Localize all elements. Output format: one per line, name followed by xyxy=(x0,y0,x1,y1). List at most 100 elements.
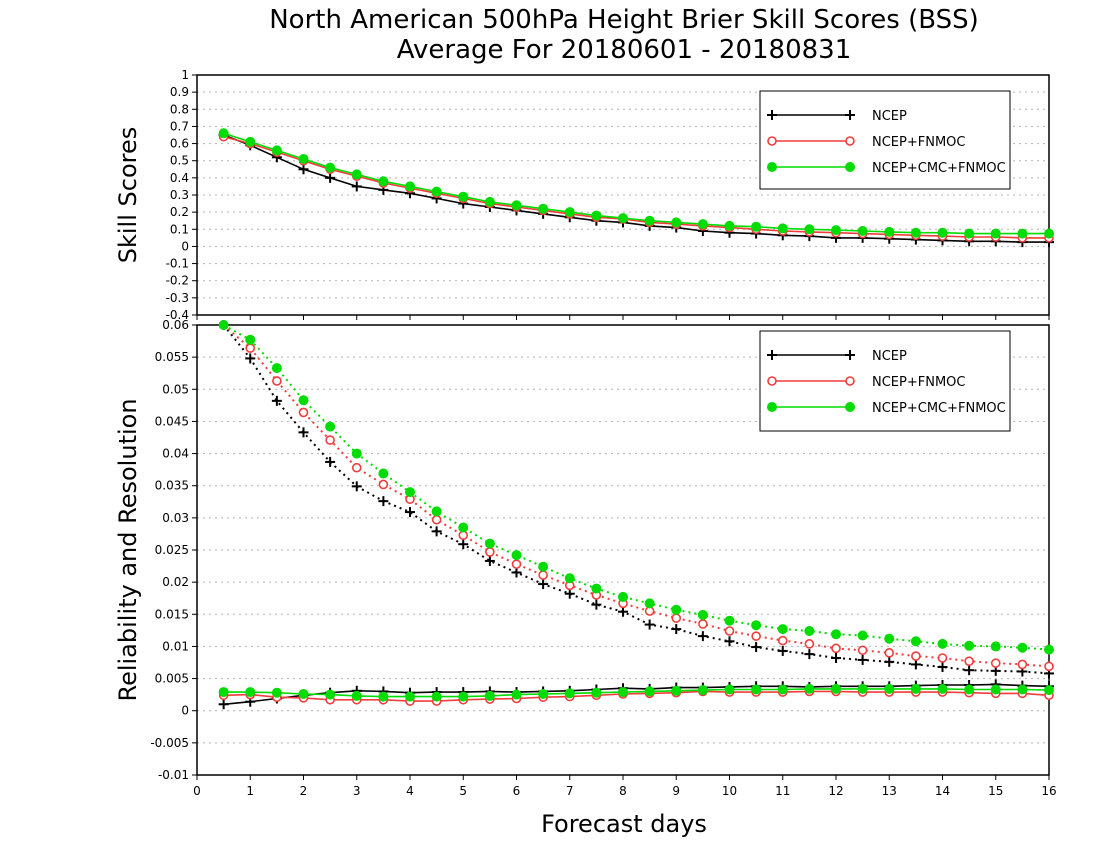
data-point-28 xyxy=(964,656,974,667)
data-point-3 xyxy=(298,427,309,438)
legend-label: NCEP+FNMOC xyxy=(872,375,965,390)
data-point-10 xyxy=(484,555,495,566)
y-tick-label-9: 0.035 xyxy=(155,479,189,493)
data-point-14 xyxy=(591,210,602,221)
data-point-5 xyxy=(351,690,362,701)
y-tick-label-13: 0.055 xyxy=(155,350,189,364)
data-point-9 xyxy=(458,522,469,533)
x-tick-label-6: 6 xyxy=(513,784,521,798)
legend-marker-right xyxy=(845,402,855,412)
y-tick-label-10: 0.04 xyxy=(162,447,189,461)
legend-marker-right xyxy=(845,350,855,360)
chart-title-line2: Average For 20180601 - 20180831 xyxy=(397,35,852,65)
data-point-31 xyxy=(1044,661,1054,672)
data-point-18 xyxy=(697,631,708,642)
data-point-0 xyxy=(218,128,229,139)
data-point-1 xyxy=(245,353,256,364)
data-point-20 xyxy=(751,684,762,695)
data-point-28 xyxy=(964,640,975,651)
data-point-23 xyxy=(831,643,841,654)
data-point-24 xyxy=(857,645,868,656)
data-point-22 xyxy=(804,649,815,660)
data-point-6 xyxy=(378,496,389,507)
data-point-30 xyxy=(1017,228,1028,239)
legend-marker-left xyxy=(767,110,777,120)
data-point-10 xyxy=(485,547,495,557)
y-tick-label-6: 0.2 xyxy=(170,205,189,219)
data-point-16 xyxy=(644,598,655,609)
y-tick-label-5: 0.1 xyxy=(170,222,189,236)
y-tick-label-8: 0.4 xyxy=(170,171,189,185)
data-point-24 xyxy=(857,226,868,236)
data-point-31 xyxy=(1044,644,1054,655)
data-point-11 xyxy=(511,567,522,578)
data-point-8 xyxy=(431,514,442,525)
data-point-30 xyxy=(1017,642,1028,653)
data-point-7 xyxy=(405,691,415,702)
x-tick-label-12: 12 xyxy=(828,784,843,798)
y-tick-label-0: -0.4 xyxy=(166,308,189,322)
data-point-24 xyxy=(857,654,868,665)
legend-label: NCEP+CMC+FNMOC xyxy=(872,161,1006,176)
data-point-18 xyxy=(697,609,708,620)
y-tick-label-3: -0.1 xyxy=(166,257,189,271)
data-point-27 xyxy=(937,653,948,663)
legend-entry-1: NCEP+FNMOC xyxy=(767,135,965,150)
data-point-19 xyxy=(724,684,735,695)
data-point-2 xyxy=(272,376,282,386)
data-point-3 xyxy=(298,689,309,699)
data-point-8 xyxy=(431,186,442,197)
x-tick-label-5: 5 xyxy=(459,784,467,798)
data-point-20 xyxy=(751,620,762,631)
skill-score-panel: -0.4 -0.3 -0.2 -0.1 0 0.1 0.2 0.3 0.4 0.5 0.6 0.7 0.… xyxy=(114,68,1054,322)
y-tick-label-9: 0.5 xyxy=(170,154,189,168)
series-line xyxy=(223,324,1050,651)
legend-label: NCEP xyxy=(872,349,907,364)
data-point-4 xyxy=(325,172,336,183)
data-point-21 xyxy=(777,684,788,695)
legend-marker-right xyxy=(845,162,855,172)
data-point-2 xyxy=(271,687,282,698)
data-point-13 xyxy=(564,688,575,699)
data-point-4 xyxy=(325,689,336,700)
legend-label: NCEP xyxy=(872,109,907,124)
data-point-16 xyxy=(644,619,655,630)
data-point-23 xyxy=(831,653,841,663)
data-point-8 xyxy=(431,506,442,517)
data-point-21 xyxy=(777,223,788,234)
data-point-9 xyxy=(458,691,469,702)
data-point-11 xyxy=(511,550,522,561)
data-point-4 xyxy=(325,162,336,173)
legend-label: NCEP+FNMOC xyxy=(872,135,965,150)
data-point-22 xyxy=(804,626,815,636)
plot-frame xyxy=(196,74,1050,316)
y-tick-label-14: 0.06 xyxy=(162,318,189,332)
data-point-21 xyxy=(777,635,788,646)
data-point-26 xyxy=(910,683,921,694)
y-tick-label-4: 0.01 xyxy=(162,639,189,653)
data-point-17 xyxy=(671,613,682,623)
data-point-27 xyxy=(937,662,948,672)
y-tick-label-0: -0.01 xyxy=(158,768,189,782)
data-point-23 xyxy=(831,629,841,640)
data-point-12 xyxy=(538,689,549,699)
data-point-5 xyxy=(351,481,362,492)
x-tick-label-8: 8 xyxy=(619,784,627,798)
data-point-10 xyxy=(484,538,495,549)
data-point-6 xyxy=(378,176,389,187)
legend-marker-right xyxy=(845,110,855,120)
x-tick-label-10: 10 xyxy=(722,784,737,798)
x-tick-label-3: 3 xyxy=(353,784,361,798)
legend-marker-left xyxy=(767,136,777,146)
reliability-resolution-panel: -0.01 -0.005 0 0.005 0.01 0.015 0.02 0.025 0.03 0… xyxy=(114,318,1057,798)
legend-marker-right xyxy=(845,136,855,146)
data-point-18 xyxy=(698,619,708,629)
plot-frame xyxy=(196,324,1050,776)
y-tick-label-11: 0.7 xyxy=(170,119,189,133)
data-point-1 xyxy=(245,136,256,147)
legend-entry-1: NCEP+FNMOC xyxy=(767,375,965,390)
y-tick-label-2: 0 xyxy=(181,704,189,718)
data-point-28 xyxy=(964,665,975,676)
data-point-20 xyxy=(751,631,761,641)
data-point-1 xyxy=(245,687,256,698)
